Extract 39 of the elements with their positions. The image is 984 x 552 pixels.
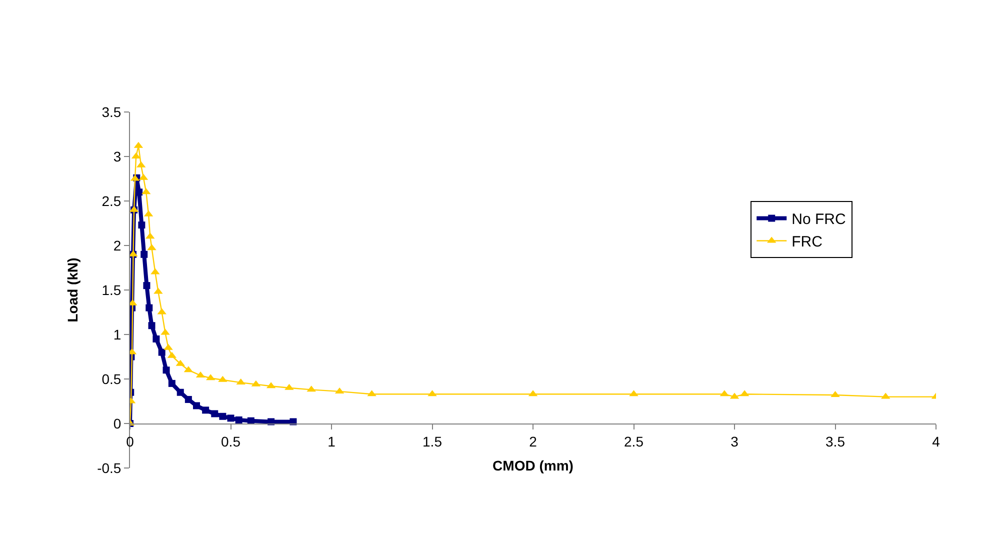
y-tick-label: 1.5 [102, 282, 122, 298]
point [152, 335, 160, 342]
y-tick-label: 0 [113, 415, 122, 432]
x-tick-label: 1.5 [422, 433, 442, 450]
point [162, 366, 170, 374]
point [168, 380, 176, 387]
legend-label: FRC [792, 234, 823, 251]
x-tick-label: 3 [730, 433, 739, 450]
point [146, 304, 153, 312]
x-tick-label: 1 [328, 433, 336, 450]
point [138, 222, 146, 229]
y-tick-label: 3 [113, 148, 122, 164]
x-tick-label: 3.5 [826, 433, 846, 450]
x-axis-title: CMOD (mm) [492, 458, 574, 474]
x-tick-label: 2.5 [624, 433, 644, 450]
point [184, 396, 192, 403]
point [148, 322, 156, 330]
x-tick-label: 0.5 [221, 433, 241, 450]
y-tick-label: -0.5 [97, 460, 122, 476]
x-tick-label: 2 [529, 433, 538, 450]
y-tick-label: 2 [113, 237, 122, 254]
point [211, 410, 218, 418]
y-tick-label: 3.5 [102, 104, 122, 120]
point [193, 402, 200, 410]
point [235, 416, 242, 424]
point [143, 282, 150, 290]
x-tick-label: 4 [932, 433, 940, 450]
y-tick-label: 0.5 [102, 370, 122, 387]
y-axis-title: Load (kN) [64, 258, 81, 322]
point [219, 412, 226, 420]
legend-label: No FRC [792, 211, 846, 228]
y-tick-label: 1 [113, 326, 122, 342]
point [140, 250, 148, 258]
point [158, 348, 166, 356]
point [227, 414, 234, 422]
point [176, 388, 184, 396]
x-tick-label: 0 [126, 433, 134, 450]
point [202, 406, 210, 414]
y-tick-label: 2.5 [102, 192, 122, 209]
